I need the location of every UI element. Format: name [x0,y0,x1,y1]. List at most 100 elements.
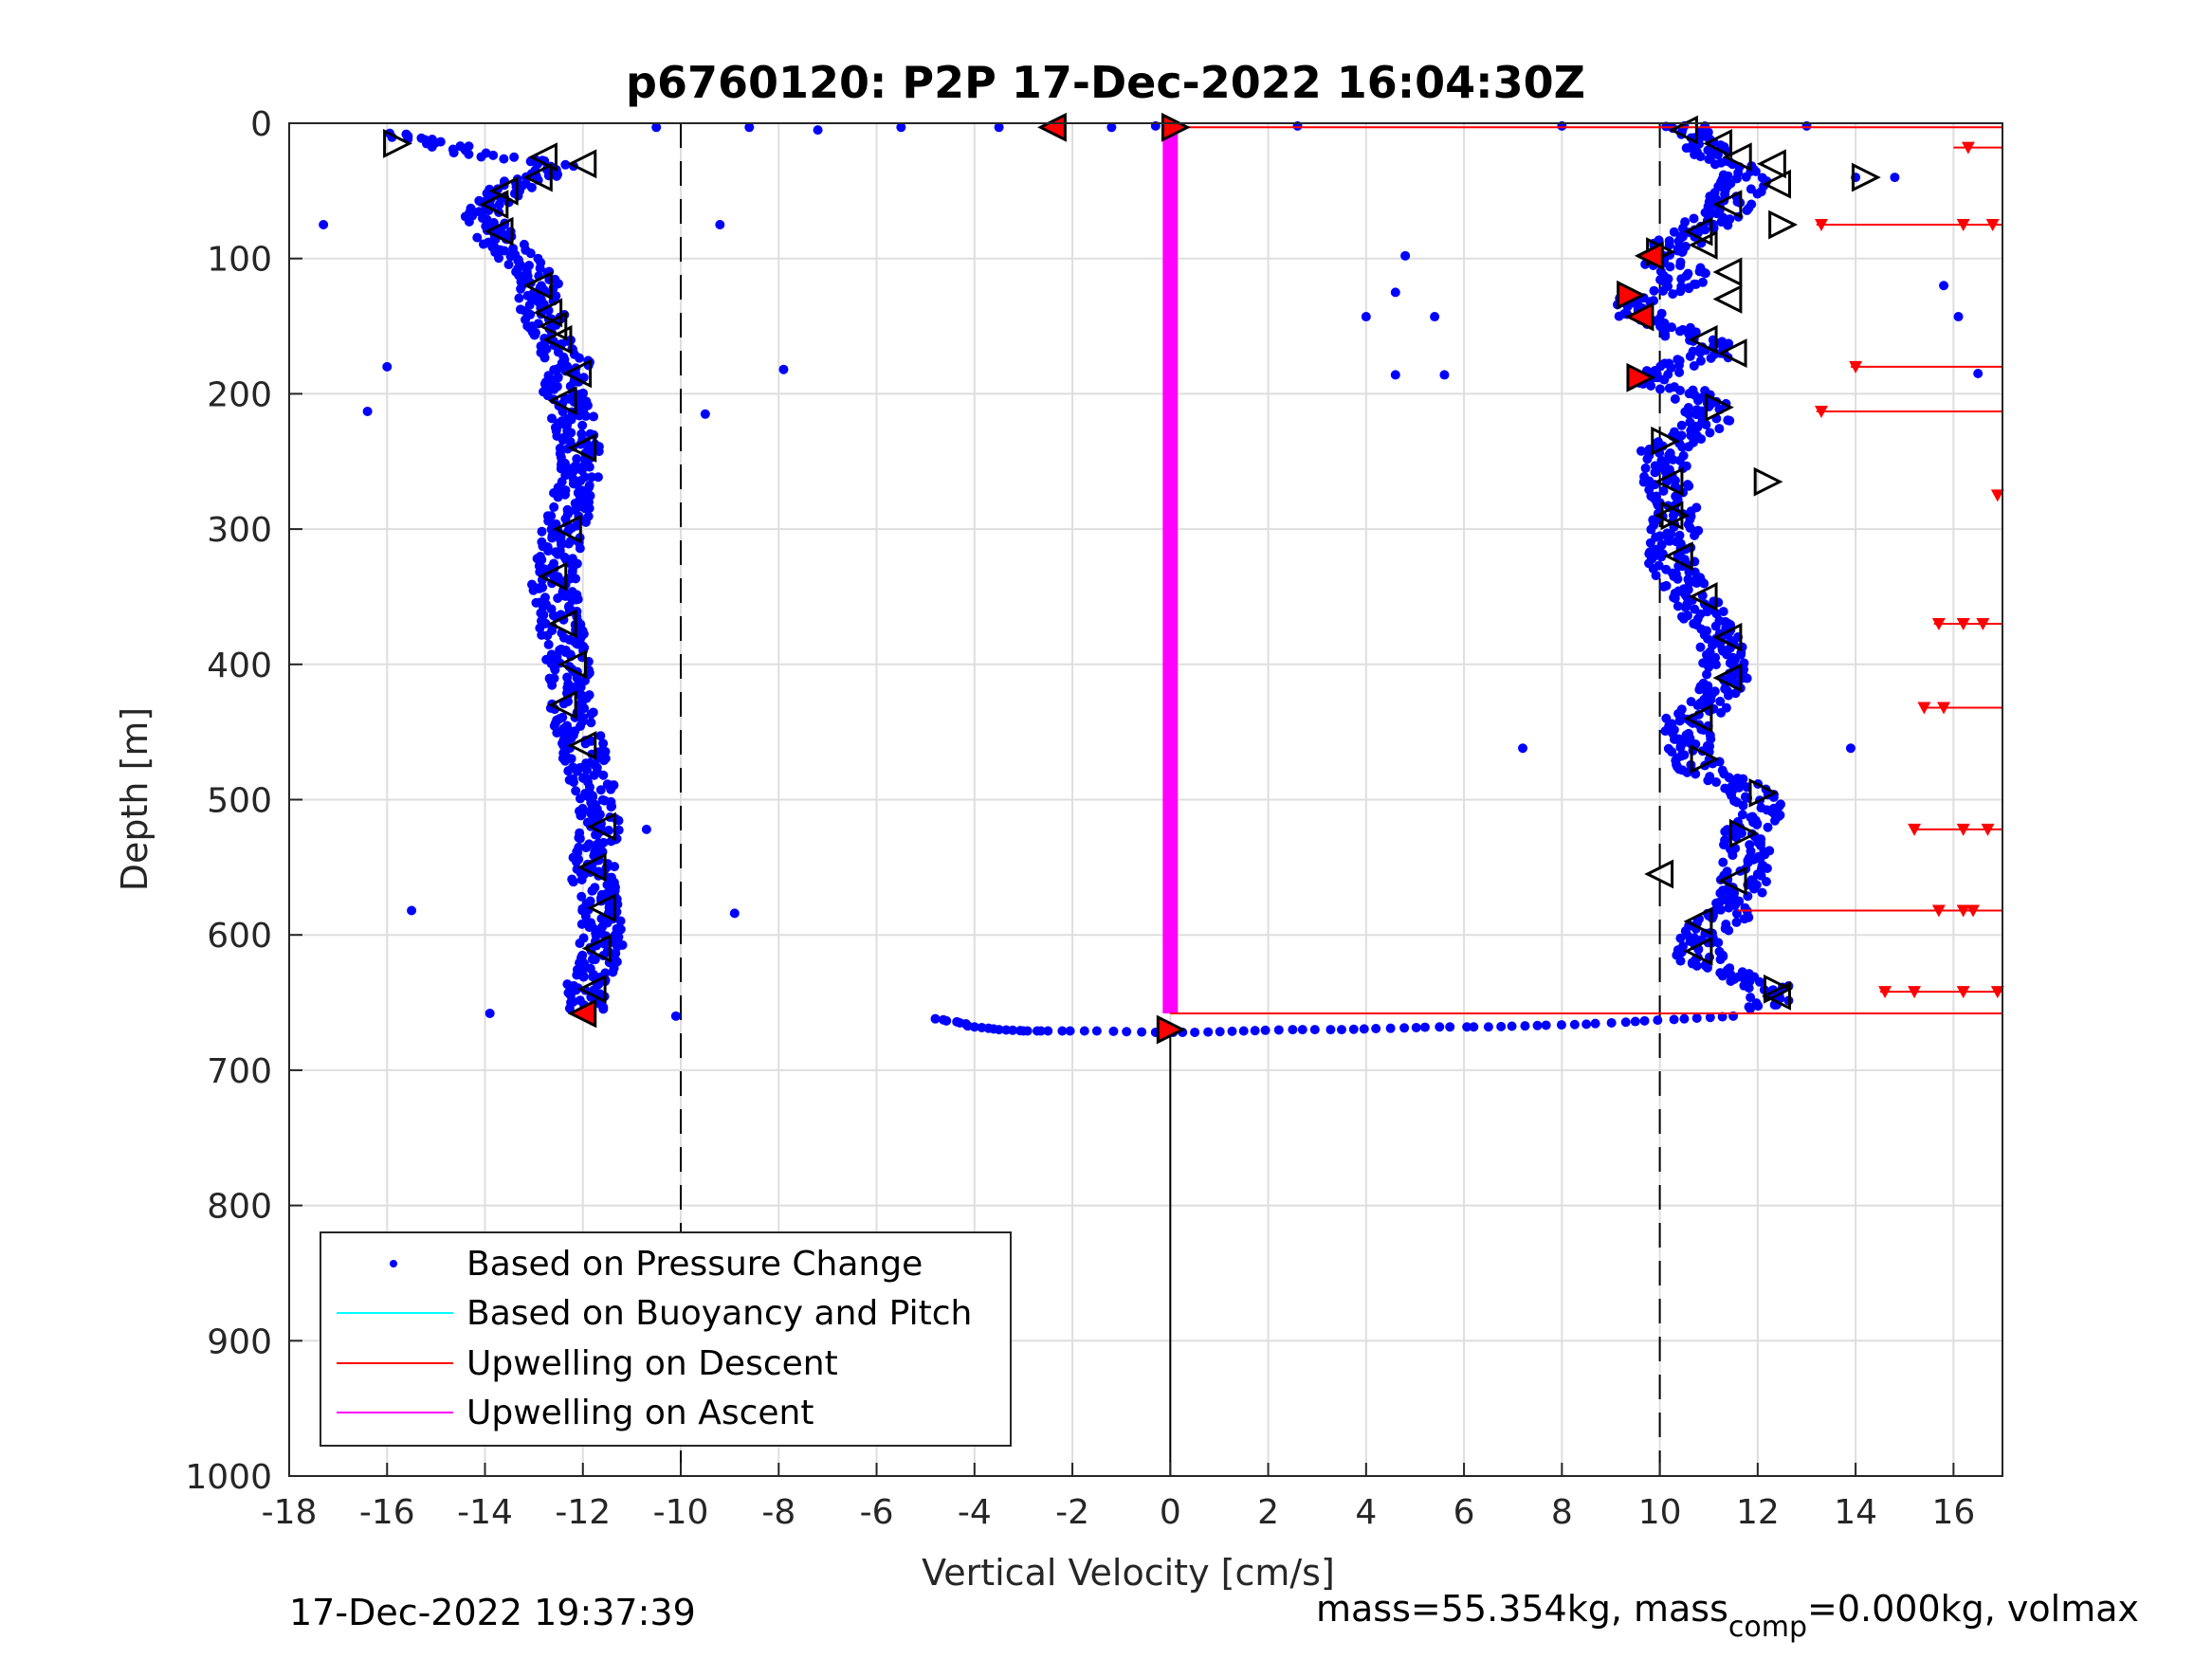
pressure-dot [615,916,626,926]
pressure-dot [1660,726,1671,737]
pressure-dot [1675,286,1686,297]
x-axis-label: Vertical Velocity [cm/s] [922,1552,1335,1594]
x-tick-label: -2 [1055,1493,1089,1532]
pressure-dot [549,501,559,512]
pressure-dot [509,152,520,162]
pressure-dot [514,293,524,303]
pressure-dot [499,154,509,164]
pressure-dot [1620,1017,1631,1028]
upwelling-descent-marker [1981,823,1995,836]
left-triangle-marker [1712,190,1743,220]
left-triangle-marker [567,730,597,760]
left-triangle-marker [1683,216,1713,246]
red-triangle-marker [1626,362,1656,392]
y-tick-label: 400 [207,647,272,685]
pressure-dot [1660,331,1671,341]
pressure-dot [1890,173,1900,183]
pressure-dot [1667,322,1677,333]
pressure-dot [589,770,599,780]
pressure-dot [606,802,616,812]
left-triangle-marker [547,690,577,720]
red-triangle-marker [1037,112,1067,142]
pressure-dot [1674,367,1685,377]
left-triangle-marker [1756,149,1786,179]
pressure-dot [1730,688,1741,699]
pressure-dot [526,182,537,192]
pressure-dot [571,857,581,867]
pressure-dot [1654,384,1665,394]
pressure-dot [1667,747,1677,757]
pressure-dot [1939,281,1949,291]
pressure-dot [560,756,571,766]
upwelling-descent-marker [1976,617,1990,630]
pressure-dot [1419,1022,1430,1032]
pressure-dot [576,919,587,929]
pressure-dot [1614,311,1624,321]
pressure-dot [563,766,574,776]
pressure-dot [1250,1026,1260,1036]
pressure-dot [1704,154,1714,164]
pressure-dot [478,239,488,249]
pressure-dot [1673,601,1683,611]
upwelling-descent-marker [1814,405,1828,418]
pressure-dot [567,566,577,576]
pressure-dot [1636,446,1646,456]
pressure-dot [1696,434,1707,445]
pressure-dot [1606,1017,1617,1028]
left-triangle-marker [1654,466,1684,497]
pressure-dot [613,825,624,835]
upwelling-descent-marker [1956,904,1970,918]
pressure-dot [1430,312,1440,322]
pressure-dot [562,444,573,454]
pressure-dot [1714,424,1725,434]
x-tick-label: 4 [1355,1493,1377,1532]
pressure-dot [670,1011,681,1021]
x-tick-label: -18 [262,1493,318,1532]
right-triangle-marker [1660,501,1691,531]
pressure-dot [1684,409,1694,419]
pressure-dot [595,731,606,741]
left-triangle-marker [1717,866,1747,896]
upwelling-descent-marker [1956,219,1970,232]
right-triangle-marker [1651,426,1681,456]
pressure-dot [610,862,620,872]
pressure-dot [1646,381,1656,392]
left-triangle-marker [1683,703,1713,734]
upwelling-descent-marker [1990,986,2004,999]
left-triangle-marker [1644,859,1674,889]
left-triangle-marker [567,433,597,463]
pressure-dot [1684,283,1694,294]
pressure-dot [1337,1025,1347,1035]
pressure-dot [319,220,329,230]
pressure-dot [1658,581,1669,592]
left-triangle-marker [547,609,577,639]
x-tick-label: 8 [1551,1493,1573,1532]
footer-mass-part1: mass=55.354kg, mass [1316,1588,1728,1630]
y-tick-label: 0 [250,105,272,144]
pressure-dot [1653,1015,1663,1026]
pressure-dot [574,832,584,843]
pressure-dot [1022,1026,1033,1036]
pressure-dot [1507,1021,1517,1031]
pressure-dot [941,1015,952,1026]
pressure-dot [1518,743,1528,754]
pressure-dot [563,538,574,549]
pressure-dot [571,786,581,796]
pressure-dot [591,830,601,840]
pressure-dot [576,891,587,902]
pressure-dot [1728,975,1739,985]
pressure-dot [558,699,569,709]
pressure-dot [1325,1025,1336,1035]
x-tick-label: -16 [359,1493,415,1532]
pressure-dot [608,967,618,977]
pressure-dot [1709,159,1720,170]
pressure-dot [1673,574,1683,584]
pressure-dot [575,543,585,554]
left-triangle-marker [581,934,612,963]
pressure-dot [564,1003,575,1013]
pressure-dot [952,1016,962,1027]
pressure-dot [1737,810,1747,820]
left-triangle-marker [1717,338,1747,369]
left-triangle-marker [1688,324,1718,355]
